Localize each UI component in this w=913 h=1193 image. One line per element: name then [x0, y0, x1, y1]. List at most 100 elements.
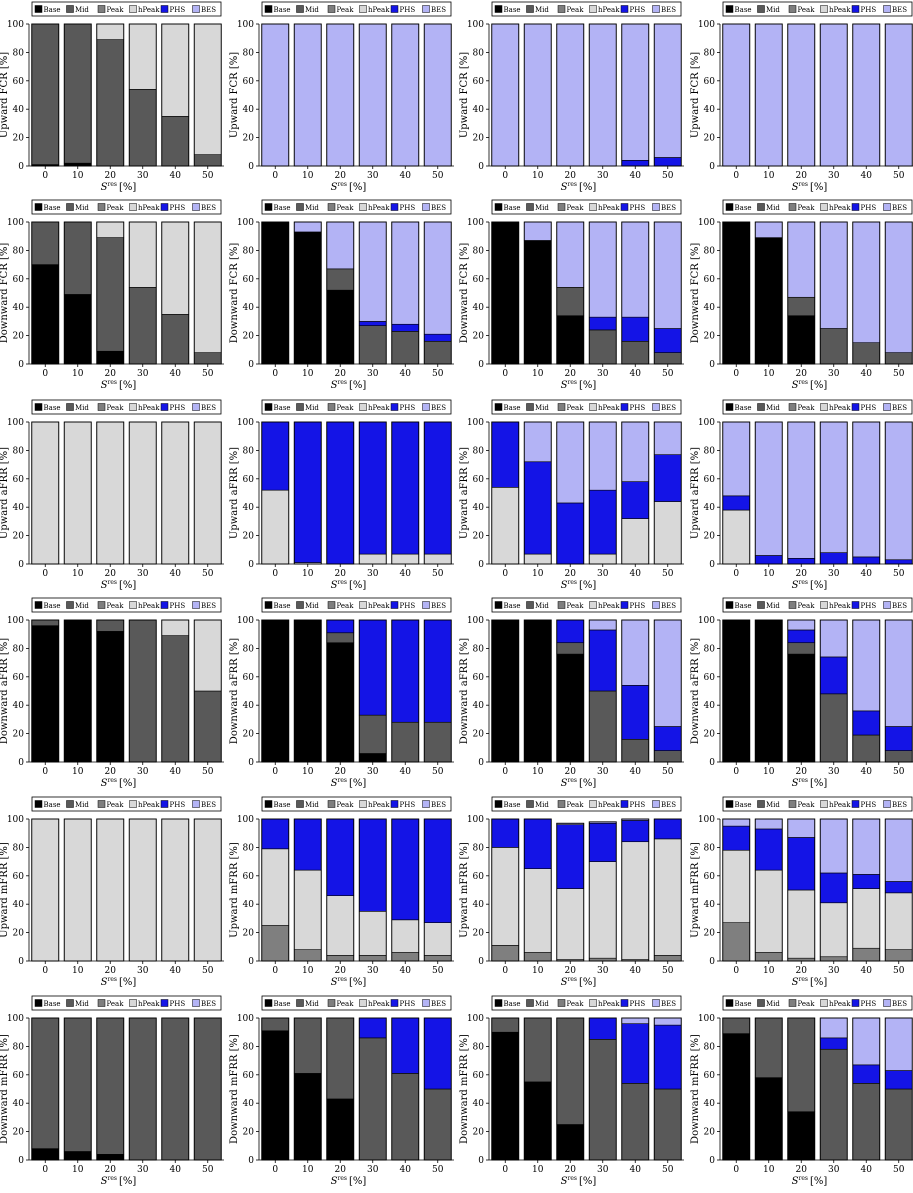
bar-PHS-0: [491, 818, 520, 848]
bar-Base-20: [326, 289, 355, 365]
x-axis-label: Sres [%]: [101, 579, 137, 591]
bar-hPeak-50: [193, 221, 222, 353]
legend-swatch-PHS: [851, 403, 860, 411]
bar-Mid-50: [653, 352, 682, 365]
x-tick-label: 30: [367, 966, 379, 976]
x-axis-label: Sres [%]: [101, 1175, 137, 1187]
legend-swatch-Mid: [296, 800, 304, 808]
bar-BES-10: [754, 421, 783, 556]
legend-label-Mid: Mid: [305, 602, 319, 610]
bar-BES-50: [653, 23, 682, 158]
legend-swatch-Mid: [757, 5, 765, 13]
legend-swatch-PHS: [160, 403, 169, 411]
x-tick-label: 40: [400, 171, 412, 181]
legend-swatch-PHS: [620, 5, 629, 13]
legend-box: [491, 597, 682, 613]
legend-label-BES: BES: [431, 204, 446, 212]
bar-PHS-20: [326, 619, 355, 634]
x-tick-label: 50: [662, 767, 674, 777]
y-tick-label: 80: [473, 843, 485, 853]
x-tick-label: 40: [170, 369, 182, 379]
legend-label-PHS: PHS: [630, 404, 646, 412]
x-axis-label-unit: [%]: [349, 1176, 366, 1187]
x-axis-label: Sres [%]: [561, 777, 597, 789]
bar-Mid-20: [556, 642, 585, 655]
legend: Base Mid Peak hPeak PHS BES: [31, 399, 222, 415]
legend: Base Mid Peak hPeak PHS BES: [491, 995, 682, 1011]
y-tick-label: 0: [478, 957, 484, 967]
bar-PHS-30: [358, 619, 387, 716]
y-axis-label: Downward aFRR [%]: [459, 638, 470, 744]
bar-BES-50: [884, 221, 913, 353]
x-axis-label-unit: [%]: [579, 580, 596, 591]
bar-BES-40: [621, 619, 650, 686]
y-tick-label: 60: [13, 77, 25, 87]
bar-hPeak-40: [161, 23, 190, 117]
legend-swatch-BES: [422, 403, 430, 411]
legend: Base Mid Peak hPeak PHS BES: [31, 199, 222, 215]
bar-BES-30: [588, 221, 617, 318]
legend-label-Base: Base: [44, 404, 61, 412]
subplot-0-2: 0 20 40 60 80 100 Upward FCR [%] 0 10 20 30 40 50 Sre…: [459, 1, 684, 193]
legend-swatch-Base: [264, 203, 273, 211]
bar-Base-10: [523, 619, 552, 763]
x-tick-label: 40: [630, 966, 642, 976]
legend-label-BES: BES: [661, 404, 676, 412]
bar-Mid-40: [161, 313, 190, 365]
y-tick-label: 80: [704, 843, 716, 853]
x-tick-label: 10: [763, 767, 775, 777]
subplot-1-2: 0 20 40 60 80 100 Downward FCR [%] 0 10 20 30 40 50 S…: [459, 199, 684, 391]
bar-BES-40: [391, 221, 420, 325]
legend-label-PHS: PHS: [400, 1000, 416, 1008]
subplot-1-3: 0 20 40 60 80 100 Downward FCR [%] 0 10 20 30 40 50 S…: [690, 199, 913, 391]
bar-Mid-40: [161, 1017, 190, 1161]
x-tick-label: 30: [137, 767, 149, 777]
bar-Base-10: [293, 619, 322, 763]
y-tick-label: 80: [243, 1042, 255, 1052]
x-tick-label: 0: [733, 966, 739, 976]
legend-swatch-Base: [725, 601, 734, 609]
legend-swatch-Base: [494, 601, 503, 609]
y-tick-label: 80: [704, 1042, 716, 1052]
bar-BES-40: [852, 221, 881, 343]
x-axis-label-superscript: res: [108, 1175, 118, 1182]
legend-swatch-BES: [883, 999, 891, 1007]
x-tick-label: 40: [630, 1165, 642, 1175]
legend-swatch-Base: [725, 5, 734, 13]
legend-label-BES: BES: [201, 602, 216, 610]
bar-hPeak-40: [161, 421, 190, 565]
bar-Mid-30: [358, 325, 387, 365]
bar-hPeak-50: [884, 892, 913, 950]
legend-box: [491, 796, 682, 812]
legend-swatch-Base: [264, 800, 273, 808]
legend-label-Mid: Mid: [535, 1000, 549, 1008]
bar-Peak-50: [884, 949, 913, 962]
bar-BES-0: [722, 421, 751, 497]
bar-Base-30: [358, 753, 387, 763]
bar-Mid-50: [193, 352, 222, 365]
x-axis-label-superscript: res: [108, 181, 118, 188]
x-axis-label-superscript: res: [338, 976, 348, 983]
legend-swatch-Base: [494, 203, 503, 211]
bar-hPeak-40: [391, 919, 420, 953]
y-axis-label: Upward FCR [%]: [0, 52, 10, 138]
x-tick-label: 0: [42, 369, 48, 379]
y-tick-label: 20: [473, 929, 485, 939]
legend-swatch-Mid: [526, 203, 534, 211]
x-tick-label: 50: [432, 569, 444, 579]
legend-label-Peak: Peak: [798, 602, 816, 610]
bar-hPeak-0: [261, 489, 290, 565]
bar-BES-50: [884, 619, 913, 727]
legend: Base Mid Peak hPeak PHS BES: [722, 399, 913, 415]
legend-swatch-BES: [652, 403, 660, 411]
y-tick-label: 20: [13, 929, 25, 939]
bar-Mid-50: [884, 352, 913, 365]
x-tick-label: 30: [828, 171, 840, 181]
bar-PHS-40: [621, 160, 650, 167]
y-tick-label: 0: [18, 957, 24, 967]
bar-hPeak-20: [326, 895, 355, 956]
y-tick-label: 40: [13, 105, 25, 115]
bar-BES-30: [588, 23, 617, 167]
legend-swatch-Mid: [526, 800, 534, 808]
bar-hPeak-40: [391, 553, 420, 565]
